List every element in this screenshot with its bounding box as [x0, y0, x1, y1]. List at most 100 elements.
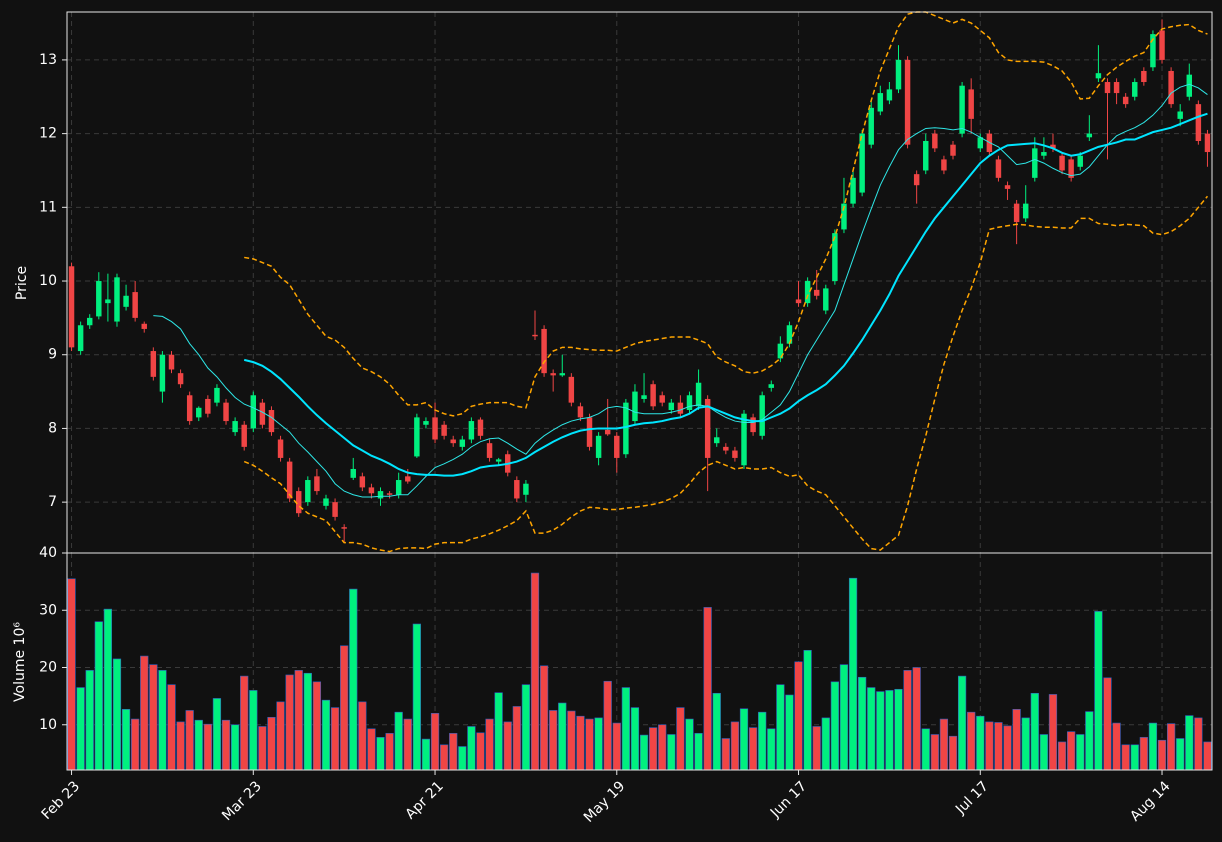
volume-bar — [739, 708, 749, 771]
volume-bar — [876, 691, 885, 771]
candle-body — [368, 487, 375, 494]
volume-bar — [621, 687, 630, 771]
volume-bar — [603, 680, 612, 771]
candle-body — [604, 429, 611, 435]
candle-body — [77, 325, 84, 352]
volume-bar — [85, 670, 94, 771]
candle-body — [214, 387, 220, 403]
volume-bar — [948, 735, 958, 771]
volume-bar — [994, 722, 1003, 771]
candle-body — [659, 395, 665, 403]
candle-body — [868, 107, 874, 145]
volume-bar — [167, 684, 176, 771]
candle-body — [1013, 203, 1020, 223]
volume-bar — [403, 718, 412, 771]
candle-body — [395, 480, 402, 495]
volume-bar — [812, 726, 821, 771]
candle-body — [977, 137, 983, 149]
volume-bar — [1203, 741, 1212, 771]
volume-bar — [1139, 737, 1148, 771]
volume-bar — [567, 710, 576, 771]
candle-body — [314, 476, 320, 492]
candle-body — [1150, 34, 1156, 68]
volume-bar — [658, 724, 667, 771]
candle-body — [277, 439, 284, 458]
candle-body — [1095, 73, 1102, 79]
candle-body — [623, 402, 629, 455]
candle-body — [1004, 185, 1011, 189]
volume-bar — [530, 572, 540, 771]
candle-body — [486, 443, 493, 458]
candle-body — [795, 299, 802, 304]
candle-body — [923, 140, 929, 171]
volume-bar — [203, 723, 212, 771]
volume-bar — [1085, 711, 1094, 771]
candle-body — [468, 421, 475, 440]
volume-bar — [449, 733, 458, 771]
candle-body — [950, 144, 956, 156]
candle-body — [1122, 96, 1129, 105]
candle-body — [350, 468, 356, 478]
volume-bar — [549, 710, 558, 771]
candle-body — [359, 476, 366, 488]
candle-body — [568, 376, 575, 403]
candle-body — [704, 398, 711, 458]
volume-bar — [748, 727, 758, 771]
candle-body — [968, 89, 974, 119]
candle-body — [86, 317, 93, 326]
candle-body — [105, 299, 111, 304]
volume-bar — [1103, 677, 1112, 771]
volume-bar — [521, 684, 531, 771]
candle-body — [732, 450, 738, 458]
candle-body — [941, 159, 947, 171]
volume-bar — [612, 722, 621, 771]
volume-bar — [539, 665, 549, 771]
volume-bar — [294, 670, 303, 771]
candle-body — [186, 395, 193, 422]
volume-bar — [1112, 722, 1121, 771]
candle-body — [1050, 144, 1056, 149]
volume-bar — [630, 707, 640, 771]
volume-bar — [1067, 731, 1076, 771]
volume-frame — [66, 552, 1213, 771]
candle-body — [1113, 82, 1120, 94]
volume-bar — [921, 728, 930, 771]
plot — [67, 11, 1212, 771]
candle-body — [377, 491, 384, 499]
candle-body — [141, 323, 147, 329]
volume-bar — [485, 718, 494, 771]
volume-bar — [821, 717, 830, 771]
candle-body — [441, 424, 447, 436]
candle-body — [823, 288, 829, 311]
candle-body — [323, 498, 329, 506]
candle-body — [1104, 82, 1111, 94]
candle-body — [813, 289, 820, 296]
candle-body — [650, 384, 656, 407]
volume-bar — [830, 681, 839, 771]
volume-bar — [685, 718, 694, 771]
volume-bar — [394, 711, 403, 771]
candle-body — [614, 435, 620, 458]
volume-tick-label: 40 — [39, 545, 57, 561]
volume-bar — [240, 675, 249, 771]
volume-bar — [76, 687, 85, 771]
candle-body — [495, 459, 502, 462]
volume-bar — [767, 728, 776, 771]
candle-body — [1159, 30, 1165, 60]
candle-body — [850, 177, 856, 204]
volume-bar — [894, 688, 903, 771]
volume-bar — [712, 692, 721, 771]
candle-body — [532, 334, 538, 337]
volume-bar — [858, 676, 867, 771]
volume-bar — [930, 734, 939, 771]
volume-bar — [1003, 725, 1012, 771]
candle-body — [1204, 133, 1211, 153]
candle-body — [668, 402, 675, 411]
volume-bar — [385, 733, 394, 771]
volume-bar — [576, 715, 585, 771]
volume-bar — [676, 707, 685, 771]
volume-bar — [1057, 741, 1067, 771]
volume-bar — [185, 710, 194, 771]
candle-body — [541, 328, 547, 374]
